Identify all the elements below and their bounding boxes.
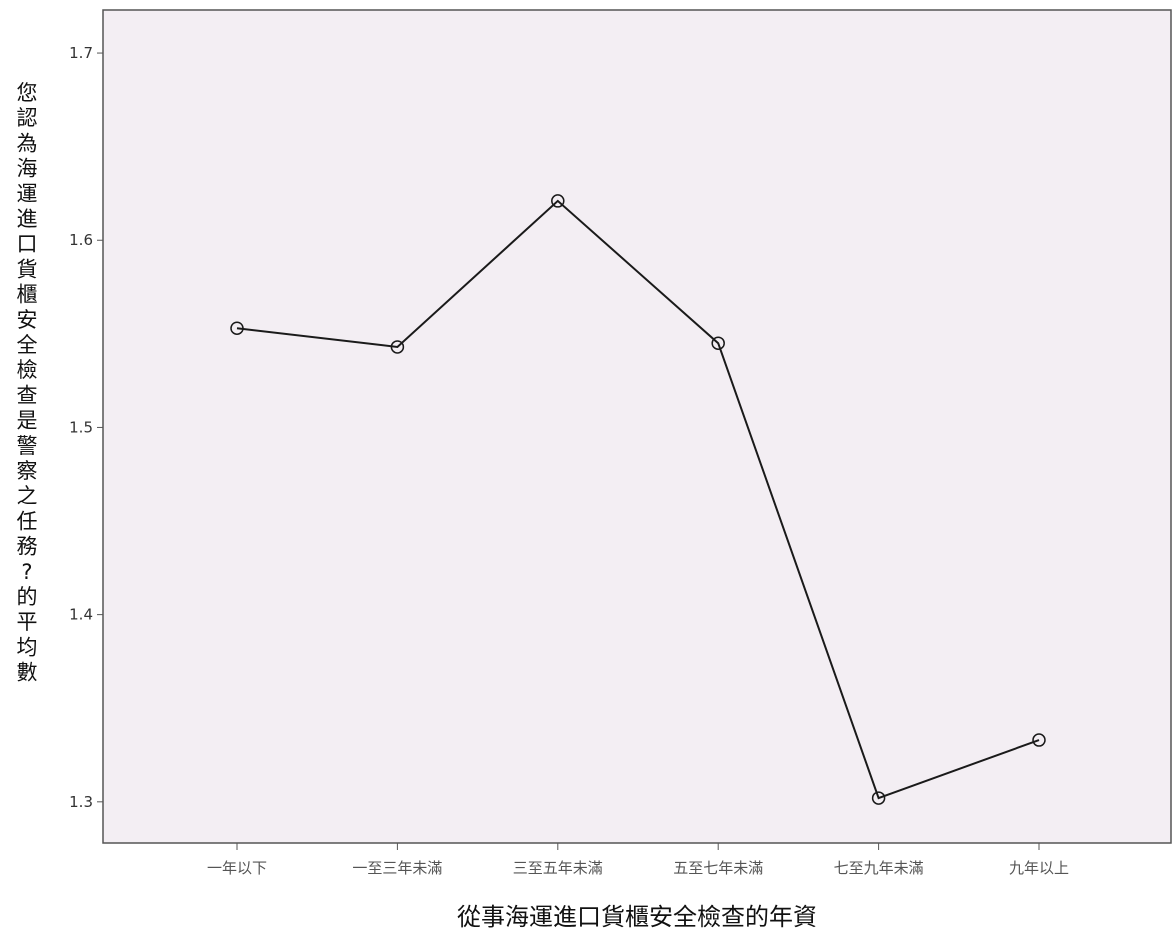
x-axis: 一年以下 一至三年未滿 三至五年未滿 五至七年未滿 七至九年未滿 九年以上 [207, 843, 1069, 877]
y-axis-title-char: 運 [17, 182, 38, 206]
y-tick-label: 1.6 [69, 231, 93, 249]
y-axis-title-char: 平 [17, 610, 38, 634]
data-point [390, 340, 405, 354]
data-point [871, 791, 886, 805]
y-axis-title-char: 櫃 [17, 283, 38, 307]
x-tick-label: 九年以上 [1009, 859, 1069, 877]
data-point [551, 194, 565, 208]
y-axis-title-char: 任 [17, 509, 38, 533]
y-tick-label: 1.7 [69, 44, 93, 62]
y-axis-title-char: 貨 [17, 257, 38, 281]
y-axis-title-char: 進 [17, 207, 38, 231]
y-axis-title-char: 認 [17, 106, 38, 130]
plot-area [102, 9, 1172, 844]
y-axis-title-char: 的 [17, 585, 38, 609]
data-point [1032, 733, 1046, 747]
y-axis-title-char: 數 [17, 661, 38, 685]
y-axis-title-char: 您 [17, 81, 38, 105]
y-axis-title-char: 務 [17, 535, 38, 559]
y-axis: 1.3 1.4 1.5 1.6 1.7 [69, 44, 103, 811]
y-axis-title-char: 海 [17, 157, 38, 181]
x-tick-label: 七至九年未滿 [834, 859, 924, 877]
y-axis-title-char: 均 [17, 635, 38, 659]
y-axis-title-char: 查 [17, 383, 38, 407]
series-line [236, 199, 1040, 800]
y-tick-label: 1.3 [69, 793, 93, 811]
series-markers [230, 194, 1046, 805]
x-tick-label: 一年以下 [207, 859, 267, 877]
y-axis-title-char: 檢 [17, 358, 38, 382]
y-axis-title-char: 之 [17, 484, 38, 508]
y-axis-title-char: 安 [17, 308, 38, 332]
x-axis-title: 從事海運進口貨櫃安全檢查的年資 [457, 903, 817, 931]
y-axis-title-char: 察 [17, 459, 38, 483]
y-axis-title-char: 為 [17, 131, 38, 155]
y-tick-label: 1.5 [69, 418, 93, 436]
y-axis-title-char: 口 [17, 232, 38, 256]
x-tick-label: 三至五年未滿 [513, 859, 603, 877]
x-tick-label: 一至三年未滿 [352, 859, 442, 877]
x-tick-label: 五至七年未滿 [673, 859, 763, 877]
y-axis-title-char: 是 [17, 409, 38, 433]
data-point [230, 321, 244, 335]
data-point [711, 336, 725, 350]
y-tick-label: 1.4 [69, 606, 93, 624]
y-axis-title-char: ? [21, 560, 32, 584]
y-axis-title-char: 全 [17, 333, 38, 357]
y-axis-title-char: 警 [17, 434, 38, 458]
